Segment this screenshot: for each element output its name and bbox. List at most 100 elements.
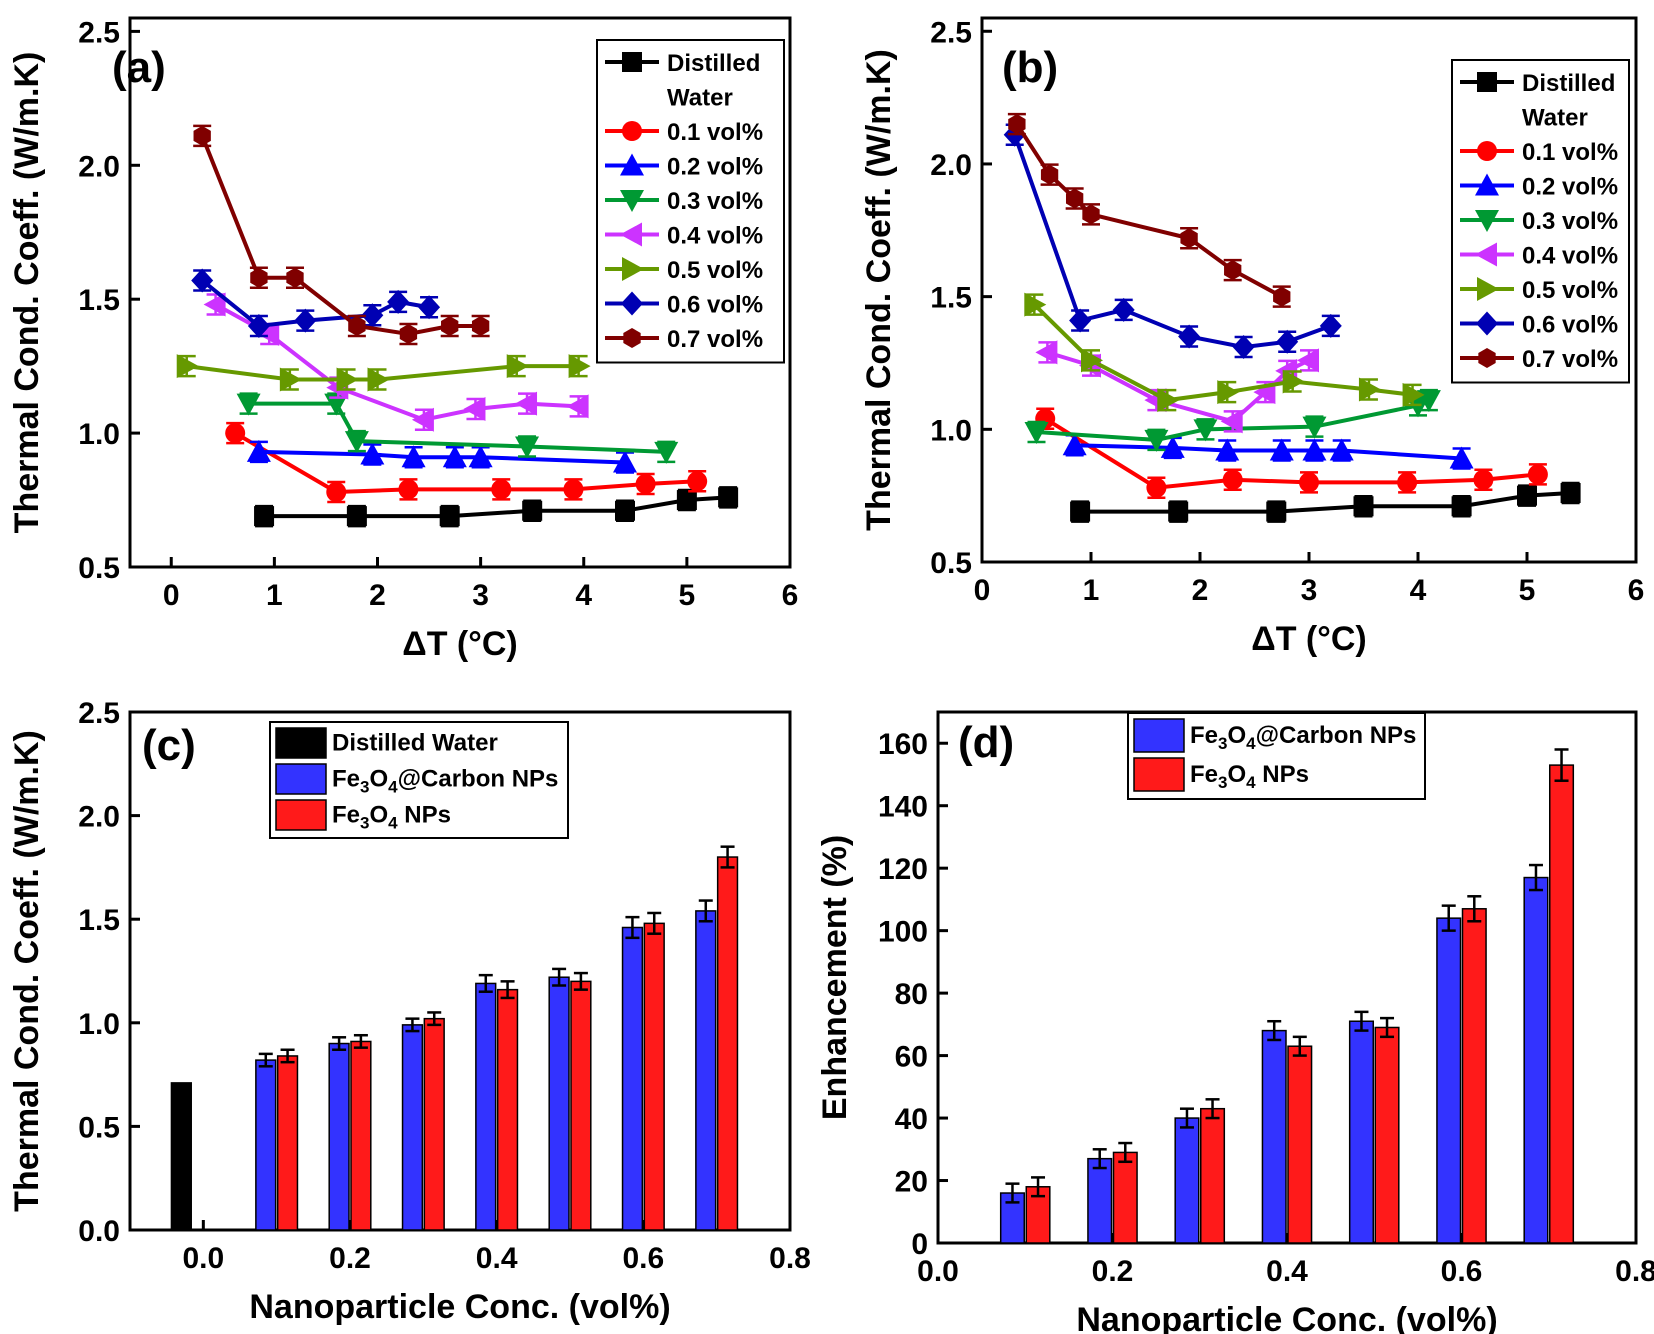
- bar: [695, 910, 717, 1231]
- legend-label: 0.5 vol%: [667, 257, 763, 284]
- y-tick-label: 80: [895, 978, 928, 1011]
- data-point: [1273, 286, 1291, 307]
- data-point: [346, 506, 367, 527]
- data-point: [286, 267, 304, 288]
- panel-c: 0.0 0.2 0.4 0.6 0.8 0.0 0.5 1.0 1.5 2.0 2.5 Nanopar…: [8, 697, 811, 1326]
- data-point: [176, 354, 199, 379]
- data-point: [257, 322, 280, 347]
- data-point: [1220, 409, 1243, 434]
- x-tick-label: 6: [782, 579, 799, 612]
- data-point: [1024, 292, 1047, 317]
- x-tick-label: 0.6: [622, 1242, 664, 1275]
- legend-label: 0.2 vol%: [667, 154, 763, 181]
- y-tick-label: 40: [895, 1103, 928, 1136]
- data-point: [1266, 501, 1287, 522]
- legend-swatch: [1133, 757, 1185, 792]
- data-point: [236, 393, 261, 416]
- data-point: [635, 473, 656, 494]
- legend-label: Fe3O4 NPs: [1190, 761, 1309, 792]
- data-point: [1560, 483, 1581, 504]
- data-point: [1473, 469, 1494, 490]
- data-point: [1178, 324, 1201, 349]
- legend-label: Distilled Water: [332, 729, 498, 756]
- legend-label: 0.4 vol%: [667, 223, 763, 250]
- data-point: [1168, 501, 1189, 522]
- bar: [1087, 1157, 1113, 1244]
- legend-label: 0.2 vol%: [1522, 174, 1618, 201]
- bar: [643, 922, 665, 1231]
- x-tick-label: 3: [1301, 574, 1318, 607]
- legend-marker: [622, 121, 642, 141]
- legend-marker: [622, 257, 644, 281]
- plot-frame: [128, 16, 792, 569]
- series-0-5-vol: [1024, 292, 1425, 413]
- bar: [350, 1040, 372, 1231]
- data-point: [246, 439, 271, 462]
- series-line: [1015, 123, 1283, 299]
- x-tick-label: 0.0: [917, 1255, 959, 1288]
- legend-label: Distilled: [1522, 70, 1615, 97]
- legend-marker: [623, 328, 641, 348]
- y-tick-label: 0: [911, 1228, 928, 1261]
- data-point: [326, 482, 347, 503]
- y-tick-label: 2.5: [78, 16, 120, 49]
- y-axis-label: Thermal Cond. Coeff. (W/m.K): [8, 730, 46, 1212]
- data-point: [1297, 348, 1319, 373]
- data-point: [1035, 340, 1058, 365]
- legend-label: 0.6 vol%: [1522, 312, 1618, 339]
- panel-label: (c): [142, 721, 196, 770]
- legend-label: 0.6 vol%: [667, 292, 763, 319]
- legend-marker: [622, 52, 642, 72]
- x-tick-label: 0: [163, 579, 180, 612]
- panel-label: (b): [1002, 43, 1058, 92]
- data-point: [468, 445, 493, 468]
- data-point: [418, 295, 441, 320]
- panel-label: (d): [958, 718, 1014, 767]
- series-line: [1074, 443, 1462, 461]
- y-tick-label: 2.0: [78, 150, 120, 183]
- y-tick-label: 160: [878, 728, 928, 761]
- series-0-7-vol: [193, 124, 490, 346]
- x-tick-label: 0: [974, 574, 991, 607]
- bar: [1523, 876, 1549, 1244]
- bar: [1174, 1117, 1200, 1244]
- legend-swatch: [275, 727, 327, 759]
- y-tick-label: 2.5: [930, 16, 972, 49]
- data-point: [1276, 329, 1299, 354]
- data-point: [522, 500, 543, 521]
- x-tick-label: 0.2: [1092, 1255, 1134, 1288]
- y-tick-label: 20: [895, 1166, 928, 1199]
- series-fe3o4-nps: [276, 845, 739, 1231]
- y-tick-label: 1.0: [78, 1008, 120, 1041]
- data-point: [1397, 472, 1418, 493]
- bar: [716, 856, 739, 1231]
- data-point: [348, 315, 366, 336]
- x-tick-label: 0.8: [1615, 1255, 1654, 1288]
- series-fe3o4-carbon-nps: [255, 899, 717, 1231]
- data-point: [1451, 496, 1472, 517]
- data-point: [568, 354, 591, 379]
- bar: [170, 1082, 192, 1231]
- x-tick-label: 2: [1192, 574, 1209, 607]
- data-point: [1008, 114, 1026, 135]
- data-point: [1358, 377, 1381, 402]
- legend-marker: [1475, 210, 1499, 232]
- bar: [548, 976, 570, 1231]
- data-point: [439, 506, 460, 527]
- series-0-1-vol: [225, 421, 708, 504]
- series-distilled-water: [254, 486, 739, 528]
- legend-label: 0.1 vol%: [1522, 139, 1618, 166]
- data-point: [361, 303, 384, 328]
- data-point: [615, 500, 635, 521]
- data-point: [1449, 446, 1474, 469]
- data-point: [471, 315, 490, 336]
- data-point: [1222, 469, 1243, 490]
- data-point: [324, 393, 349, 416]
- y-tick-label: 0.0: [78, 1215, 120, 1248]
- y-axis-label: Thermal Cond. Coeff. (W/m.K): [8, 52, 46, 534]
- legend-label: 0.7 vol%: [667, 326, 763, 353]
- legend-label: Water: [667, 85, 733, 112]
- data-point: [1319, 313, 1342, 338]
- legend-label: Fe3O4 NPs: [332, 801, 451, 832]
- data-point: [1517, 485, 1537, 506]
